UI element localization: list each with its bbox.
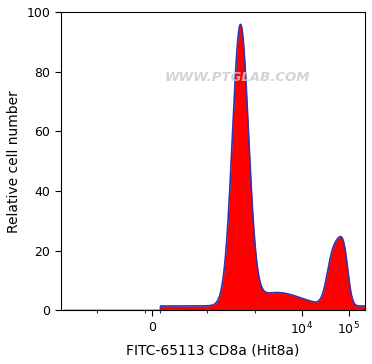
X-axis label: FITC-65113 CD8a (Hit8a): FITC-65113 CD8a (Hit8a) [126,343,299,357]
Text: WWW.PTGLAB.COM: WWW.PTGLAB.COM [164,71,310,84]
Y-axis label: Relative cell number: Relative cell number [7,90,21,233]
